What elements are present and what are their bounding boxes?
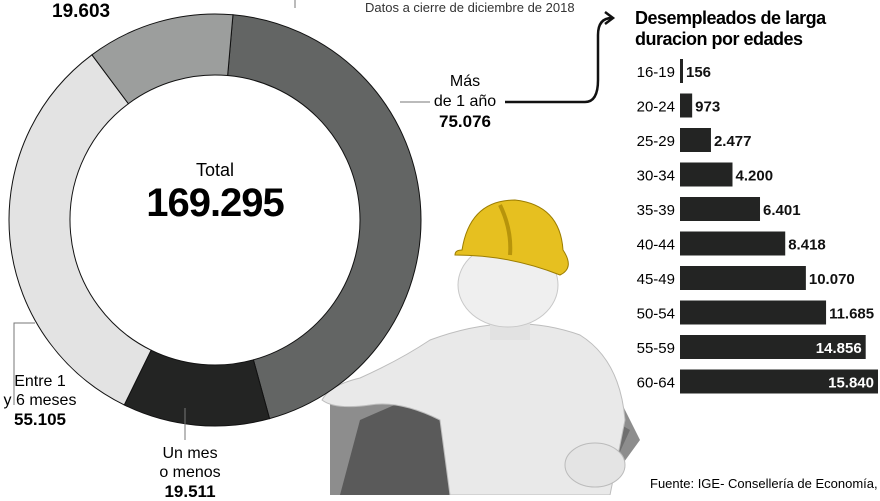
bar-value-label: 15.840 — [828, 375, 874, 392]
bar-category-label: 40-44 — [637, 237, 675, 254]
donut-slice-2 — [8, 54, 152, 406]
donut-slice-3 — [91, 13, 234, 105]
bar-55-59 — [680, 335, 866, 359]
connector-arrow — [505, 16, 613, 104]
bar-50-54 — [680, 300, 827, 325]
bar-category-label: 25-29 — [637, 133, 675, 150]
bar-category-label: 16-19 — [637, 64, 675, 81]
bar-value-label: 11.685 — [829, 306, 874, 323]
label-mas-1-ano: Más de 1 año 75.076 — [433, 73, 497, 131]
bar-35-39 — [680, 197, 761, 221]
bar-category-label: 35-39 — [637, 202, 675, 219]
source-note: Fuente: IGE- Consellería de Economía, — [650, 476, 878, 491]
donut-center: Total 169.295 — [130, 160, 300, 226]
label-entre-1-6: Entre 1 y 6 meses 55.105 — [3, 373, 77, 429]
bar-16-19 — [680, 59, 683, 83]
bar-category-label: 30-34 — [637, 168, 675, 185]
total-label: Total — [195, 160, 235, 180]
bar-40-44 — [680, 231, 786, 256]
bar-category-label: 55-59 — [637, 340, 675, 357]
arrow-head-icon — [604, 11, 616, 25]
date-note: Datos a cierre de diciembre de 2018 — [365, 0, 575, 15]
bar-45-49 — [680, 266, 806, 290]
bar-25-29 — [680, 128, 711, 152]
bar-chart-title: Desempleados de larga duracion por edade… — [635, 8, 826, 49]
bar-category-label: 45-49 — [637, 271, 675, 288]
label-un-mes: Un mes o menos 19.511 — [159, 445, 221, 501]
bar-value-label: 10.070 — [809, 271, 855, 288]
bar-value-label: 4.200 — [736, 168, 774, 185]
slice-value-19603: 19.603 — [52, 1, 111, 22]
bar-value-label: 973 — [695, 99, 720, 116]
bar-20-24 — [680, 93, 693, 118]
bar-value-label: 14.856 — [816, 340, 862, 357]
bar-30-34 — [680, 162, 733, 187]
bar-value-label: 156 — [686, 64, 711, 81]
bar-category-label: 60-64 — [637, 375, 675, 392]
donut-slice-0 — [227, 14, 422, 420]
total-value: 169.295 — [146, 181, 285, 225]
bar-60-64 — [680, 369, 878, 394]
worker-illustration — [321, 199, 640, 495]
bar-value-label: 8.418 — [788, 237, 826, 254]
donut-chart — [8, 13, 422, 427]
bar-value-label: 6.401 — [763, 202, 801, 219]
bar-category-label: 20-24 — [637, 99, 675, 116]
bar-category-label: 50-54 — [637, 306, 675, 323]
bar-value-label: 2.477 — [714, 133, 752, 150]
bar-chart: 16-19 156 20-24 973 25-29 2.477 30-34 4.200 35-3… — [637, 59, 878, 394]
